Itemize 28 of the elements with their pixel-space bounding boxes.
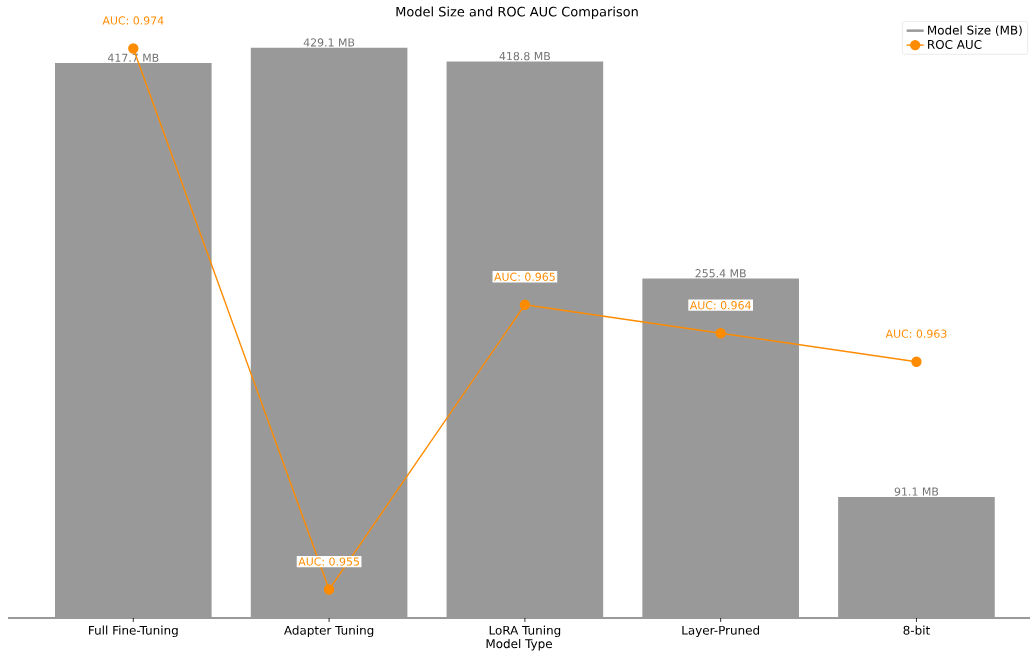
data-label: AUC: 0.965 — [494, 272, 555, 281]
point — [715, 328, 726, 339]
point — [911, 356, 922, 367]
point — [128, 43, 139, 54]
bar — [250, 47, 408, 618]
data-label: 91.1 MB — [894, 487, 939, 496]
data-label: AUC: 0.964 — [689, 301, 751, 310]
bar — [54, 62, 212, 618]
data-label: 418.8 MB — [499, 51, 550, 61]
x-tick-label: LoRA Tuning — [489, 625, 561, 638]
legend-label: Model Size (MB) — [928, 25, 1022, 37]
bar — [642, 278, 799, 618]
x-tick-label: Layer-Pruned — [682, 625, 760, 638]
bar — [838, 496, 995, 618]
chart-title: Model Size and ROC AUC Comparison — [396, 6, 638, 20]
legend-label: ROC AUC — [928, 39, 982, 49]
data-label: AUC: 0.963 — [885, 329, 947, 338]
x-tick-label: 8-bit — [903, 625, 930, 635]
x-tick-label: Adapter Tuning — [284, 625, 374, 638]
data-label: 255.4 MB — [695, 269, 746, 278]
x-tick-label: Full Fine-Tuning — [89, 625, 178, 638]
data-label: 429.1 MB — [303, 38, 355, 47]
point — [519, 299, 531, 310]
data-label: AUC: 0.974 — [102, 16, 164, 25]
x-axis-title: Model Type — [486, 638, 552, 651]
bar — [446, 61, 604, 618]
point — [323, 584, 335, 595]
data-label: AUC: 0.955 — [298, 557, 359, 566]
